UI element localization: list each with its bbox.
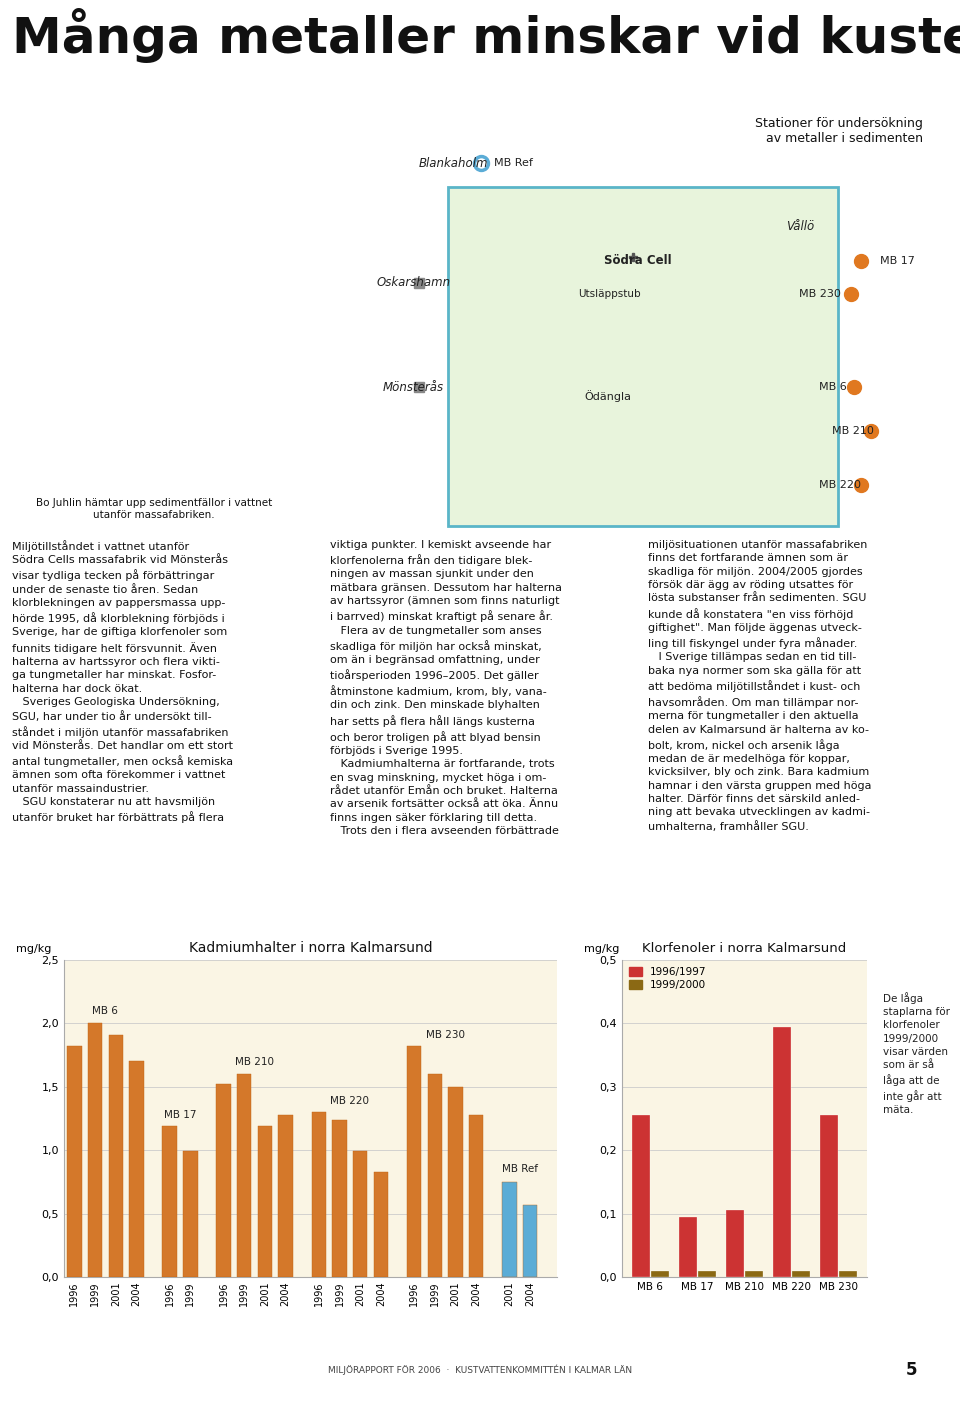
Text: Mönsterås: Mönsterås	[383, 381, 444, 394]
Text: Bo Juhlin hämtar upp sedimentfällor i vattnet
utanför massafabriken.: Bo Juhlin hämtar upp sedimentfällor i va…	[36, 497, 272, 520]
Bar	[502, 1182, 516, 1276]
Title: Klorfenoler i norra Kalmarsund: Klorfenoler i norra Kalmarsund	[642, 941, 847, 954]
Bar	[67, 1047, 82, 1276]
Bar	[257, 1126, 273, 1276]
Text: De låga
staplarna för
klorfenoler
1999/2000
visar värden
som är så
låga att de
i: De låga staplarna för klorfenoler 1999/2…	[883, 992, 950, 1115]
Title: Kadmiumhalter i norra Kalmarsund: Kadmiumhalter i norra Kalmarsund	[189, 940, 432, 954]
Bar	[698, 1271, 716, 1276]
Text: MB 210: MB 210	[831, 426, 874, 436]
Bar	[632, 1115, 650, 1276]
Bar	[773, 1027, 791, 1276]
Bar	[523, 1205, 538, 1276]
Text: Oskarshamn: Oskarshamn	[376, 276, 450, 289]
Text: Södra Cell: Södra Cell	[604, 255, 672, 268]
Text: Stationer för undersökning
av metaller i sedimenten: Stationer för undersökning av metaller i…	[755, 118, 923, 146]
Text: MB 6: MB 6	[92, 1006, 118, 1016]
Text: MILJÖRAPPORT FÖR 2006  ·  KUSTVATTENKOMMITTÉN I KALMAR LÄN: MILJÖRAPPORT FÖR 2006 · KUSTVATTENKOMMIT…	[328, 1365, 632, 1376]
Text: Blankaholm: Blankaholm	[419, 157, 489, 170]
Bar	[407, 1047, 421, 1276]
Text: MB Ref: MB Ref	[493, 158, 533, 168]
Bar	[469, 1115, 484, 1276]
Bar	[427, 1075, 442, 1276]
Bar	[183, 1152, 198, 1276]
Text: MB 220: MB 220	[819, 481, 860, 490]
Text: mg/kg: mg/kg	[16, 943, 52, 954]
Text: Vållö: Vållö	[786, 220, 814, 233]
Text: MB 210: MB 210	[235, 1056, 274, 1066]
Text: Utsläppstub: Utsläppstub	[578, 289, 640, 298]
Text: viktiga punkter. I kemiskt avseende har
klorfenolerna från den tidigare blek-
ni: viktiga punkter. I kemiskt avseende har …	[330, 539, 562, 836]
Bar	[216, 1084, 230, 1276]
Bar	[821, 1115, 838, 1276]
Text: mg/kg: mg/kg	[584, 943, 619, 954]
Bar	[87, 1023, 103, 1276]
Text: MB 17: MB 17	[880, 256, 915, 266]
FancyBboxPatch shape	[448, 186, 838, 527]
Text: MB 230: MB 230	[799, 289, 841, 298]
Text: 5: 5	[905, 1360, 917, 1379]
Text: MB 6: MB 6	[819, 382, 847, 392]
Bar	[278, 1115, 293, 1276]
Bar	[448, 1087, 463, 1276]
Text: MB 230: MB 230	[425, 1030, 465, 1040]
Bar	[162, 1126, 177, 1276]
Bar	[792, 1271, 810, 1276]
Bar	[108, 1035, 123, 1276]
Text: miljösituationen utanför massafabriken
finns det fortfarande ämnen som är
skadli: miljösituationen utanför massafabriken f…	[648, 539, 872, 832]
Bar	[353, 1152, 368, 1276]
Text: MB Ref: MB Ref	[502, 1164, 538, 1174]
Bar	[332, 1119, 347, 1276]
Bar	[237, 1075, 252, 1276]
Bar	[839, 1271, 857, 1276]
Bar	[679, 1217, 697, 1276]
Bar	[130, 1062, 144, 1276]
Bar	[651, 1271, 668, 1276]
Text: Miljötillståndet i vattnet utanför
Södra Cells massafabrik vid Mönsterås
visar t: Miljötillståndet i vattnet utanför Södra…	[12, 539, 233, 824]
Bar	[312, 1112, 326, 1276]
Bar	[745, 1271, 763, 1276]
Bar	[726, 1210, 744, 1276]
Text: Många metaller minskar vid kusten: Många metaller minskar vid kusten	[12, 8, 960, 63]
Bar	[373, 1171, 388, 1276]
Text: Ödängla: Ödängla	[585, 389, 632, 402]
Text: MB 220: MB 220	[330, 1096, 370, 1105]
Legend: 1996/1997, 1999/2000: 1996/1997, 1999/2000	[627, 965, 708, 992]
Text: MB 17: MB 17	[164, 1110, 196, 1119]
